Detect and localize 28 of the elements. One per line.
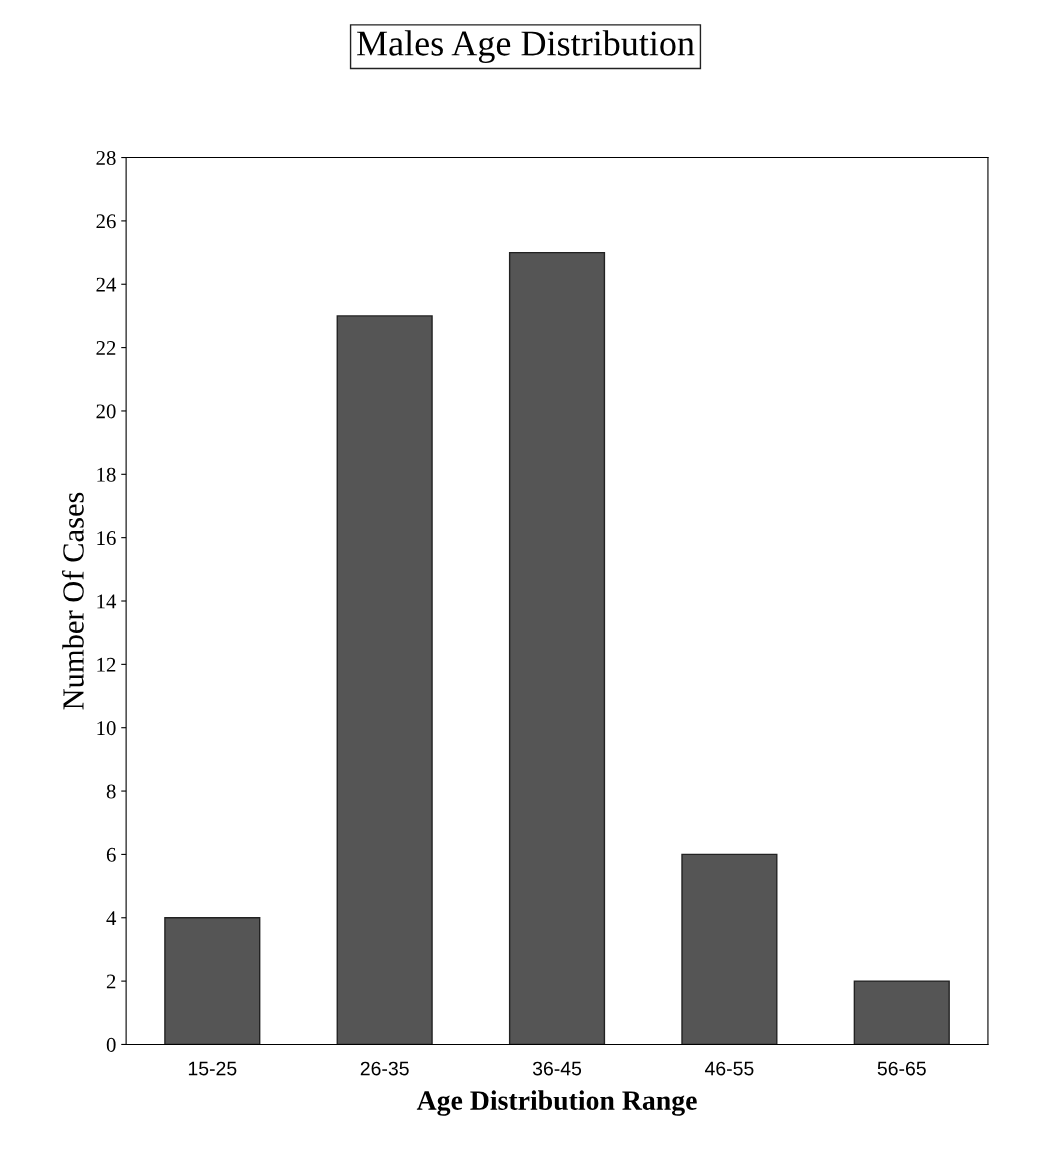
y-tick-label: 16 xyxy=(97,531,116,546)
y-tick-label: 28 xyxy=(96,150,116,165)
y-tick-label: 2 xyxy=(106,974,116,989)
y-tick-label: 26 xyxy=(96,214,116,229)
x-tick-label: 15-25 xyxy=(188,1061,237,1076)
y-tick-label: 8 xyxy=(106,784,116,799)
y-tick-label: 4 xyxy=(106,911,117,925)
y-tick-label: 22 xyxy=(96,341,116,355)
chart-title: Males Age Distribution xyxy=(357,30,695,64)
x-axis-title: Age Distribution Range xyxy=(416,1090,697,1116)
bar xyxy=(853,980,950,1045)
y-tick-label: 0 xyxy=(106,1037,116,1052)
x-tick-label: 56-65 xyxy=(877,1061,926,1076)
y-tick-label: 14 xyxy=(97,594,117,609)
y-tick-label: 10 xyxy=(97,721,116,736)
x-tick-label: 26-35 xyxy=(360,1061,409,1076)
x-tick-label: 46-55 xyxy=(704,1061,754,1076)
y-tick-label: 20 xyxy=(96,404,116,419)
bar xyxy=(164,917,261,1045)
y-tick-label: 18 xyxy=(97,467,116,482)
x-tick-label: 36-45 xyxy=(532,1061,582,1076)
y-tick-label: 24 xyxy=(96,277,117,292)
y-axis-title: Number Of Cases xyxy=(61,492,84,710)
bar xyxy=(508,251,606,1045)
bar xyxy=(681,853,778,1045)
y-tick-label: 6 xyxy=(106,847,116,862)
y-tick-label: 12 xyxy=(97,657,116,672)
bar xyxy=(336,315,433,1045)
